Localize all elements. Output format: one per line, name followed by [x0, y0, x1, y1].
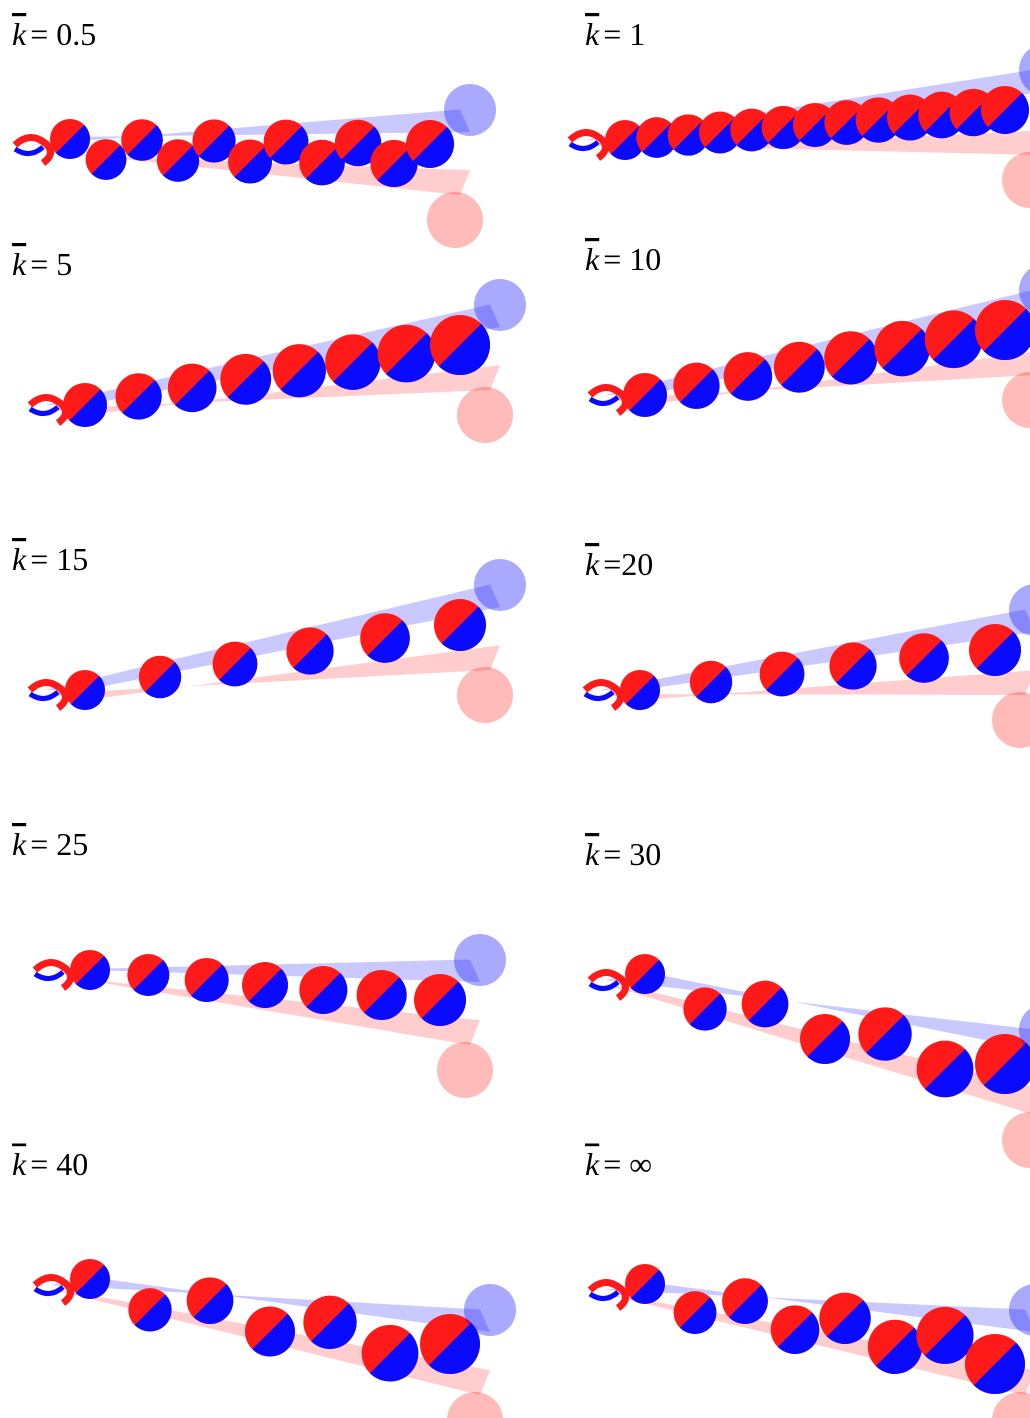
label-value: = 10 [603, 241, 661, 277]
panel-label: k= 25 [12, 826, 88, 862]
far-wake [474, 279, 526, 331]
label-value: = 1 [603, 16, 645, 52]
panel-label: k= 30 [585, 836, 661, 872]
far-wake [427, 192, 483, 248]
swirl [30, 692, 58, 699]
panel-label: k= 0.5 [12, 16, 96, 52]
panel: k= ∞ [585, 1146, 1030, 1418]
label-value: = ∞ [603, 1146, 652, 1182]
far-wake [447, 1392, 503, 1418]
swirl [570, 142, 598, 149]
far-wake [454, 934, 506, 986]
far-wake [474, 559, 526, 611]
wake-red [45, 645, 500, 700]
panel-label: k= 10 [585, 241, 661, 277]
panel-label: k=20 [585, 546, 653, 582]
label-value: = 40 [30, 1146, 88, 1182]
swirl [35, 972, 63, 979]
label-symbol: k [12, 246, 27, 282]
panel-label: k= 5 [12, 246, 72, 282]
figure: k= 0.5k= 1k= 5k= 10k= 15k=20k= 25k= 30k=… [0, 0, 1030, 1418]
label-value: =20 [603, 546, 653, 582]
swirl [590, 397, 618, 404]
far-wake [464, 1284, 516, 1336]
swirl [30, 407, 58, 414]
panel: k= 25 [12, 826, 506, 1098]
swirl [15, 147, 43, 154]
panel: k= 1 [570, 16, 1030, 208]
far-wake [457, 667, 513, 723]
label-symbol: k [12, 541, 27, 577]
far-wake [1002, 372, 1030, 428]
label-value: = 25 [30, 826, 88, 862]
panel: k= 15 [12, 541, 526, 723]
swirl [590, 1292, 618, 1299]
label-symbol: k [585, 836, 600, 872]
panel: k= 30 [585, 836, 1030, 1168]
far-wake [992, 692, 1030, 748]
label-symbol: k [12, 1146, 27, 1182]
swirl [35, 1287, 63, 1294]
label-symbol: k [585, 1146, 600, 1182]
far-wake [992, 1392, 1030, 1418]
panel: k= 0.5 [12, 16, 496, 248]
label-value: = 5 [30, 246, 72, 282]
label-symbol: k [12, 16, 27, 52]
far-wake [437, 1042, 493, 1098]
panel: k= 10 [585, 241, 1030, 428]
panel: k= 5 [12, 246, 526, 443]
wake-blue [45, 585, 500, 691]
panel-label: k= 15 [12, 541, 88, 577]
panel-label: k= 40 [12, 1146, 88, 1182]
far-wake [1002, 1112, 1030, 1168]
label-symbol: k [585, 546, 600, 582]
panel: k=20 [585, 546, 1030, 748]
far-wake [444, 84, 496, 136]
panel-label: k= ∞ [585, 1146, 652, 1182]
label-value: = 30 [603, 836, 661, 872]
label-symbol: k [585, 16, 600, 52]
swirl [590, 982, 618, 989]
panel: k= 40 [12, 1146, 516, 1418]
label-symbol: k [12, 826, 27, 862]
swirl [585, 692, 613, 699]
far-wake [1002, 152, 1030, 208]
panel-label: k= 1 [585, 16, 645, 52]
label-value: = 0.5 [30, 16, 96, 52]
far-wake [457, 387, 513, 443]
label-value: = 15 [30, 541, 88, 577]
label-symbol: k [585, 241, 600, 277]
